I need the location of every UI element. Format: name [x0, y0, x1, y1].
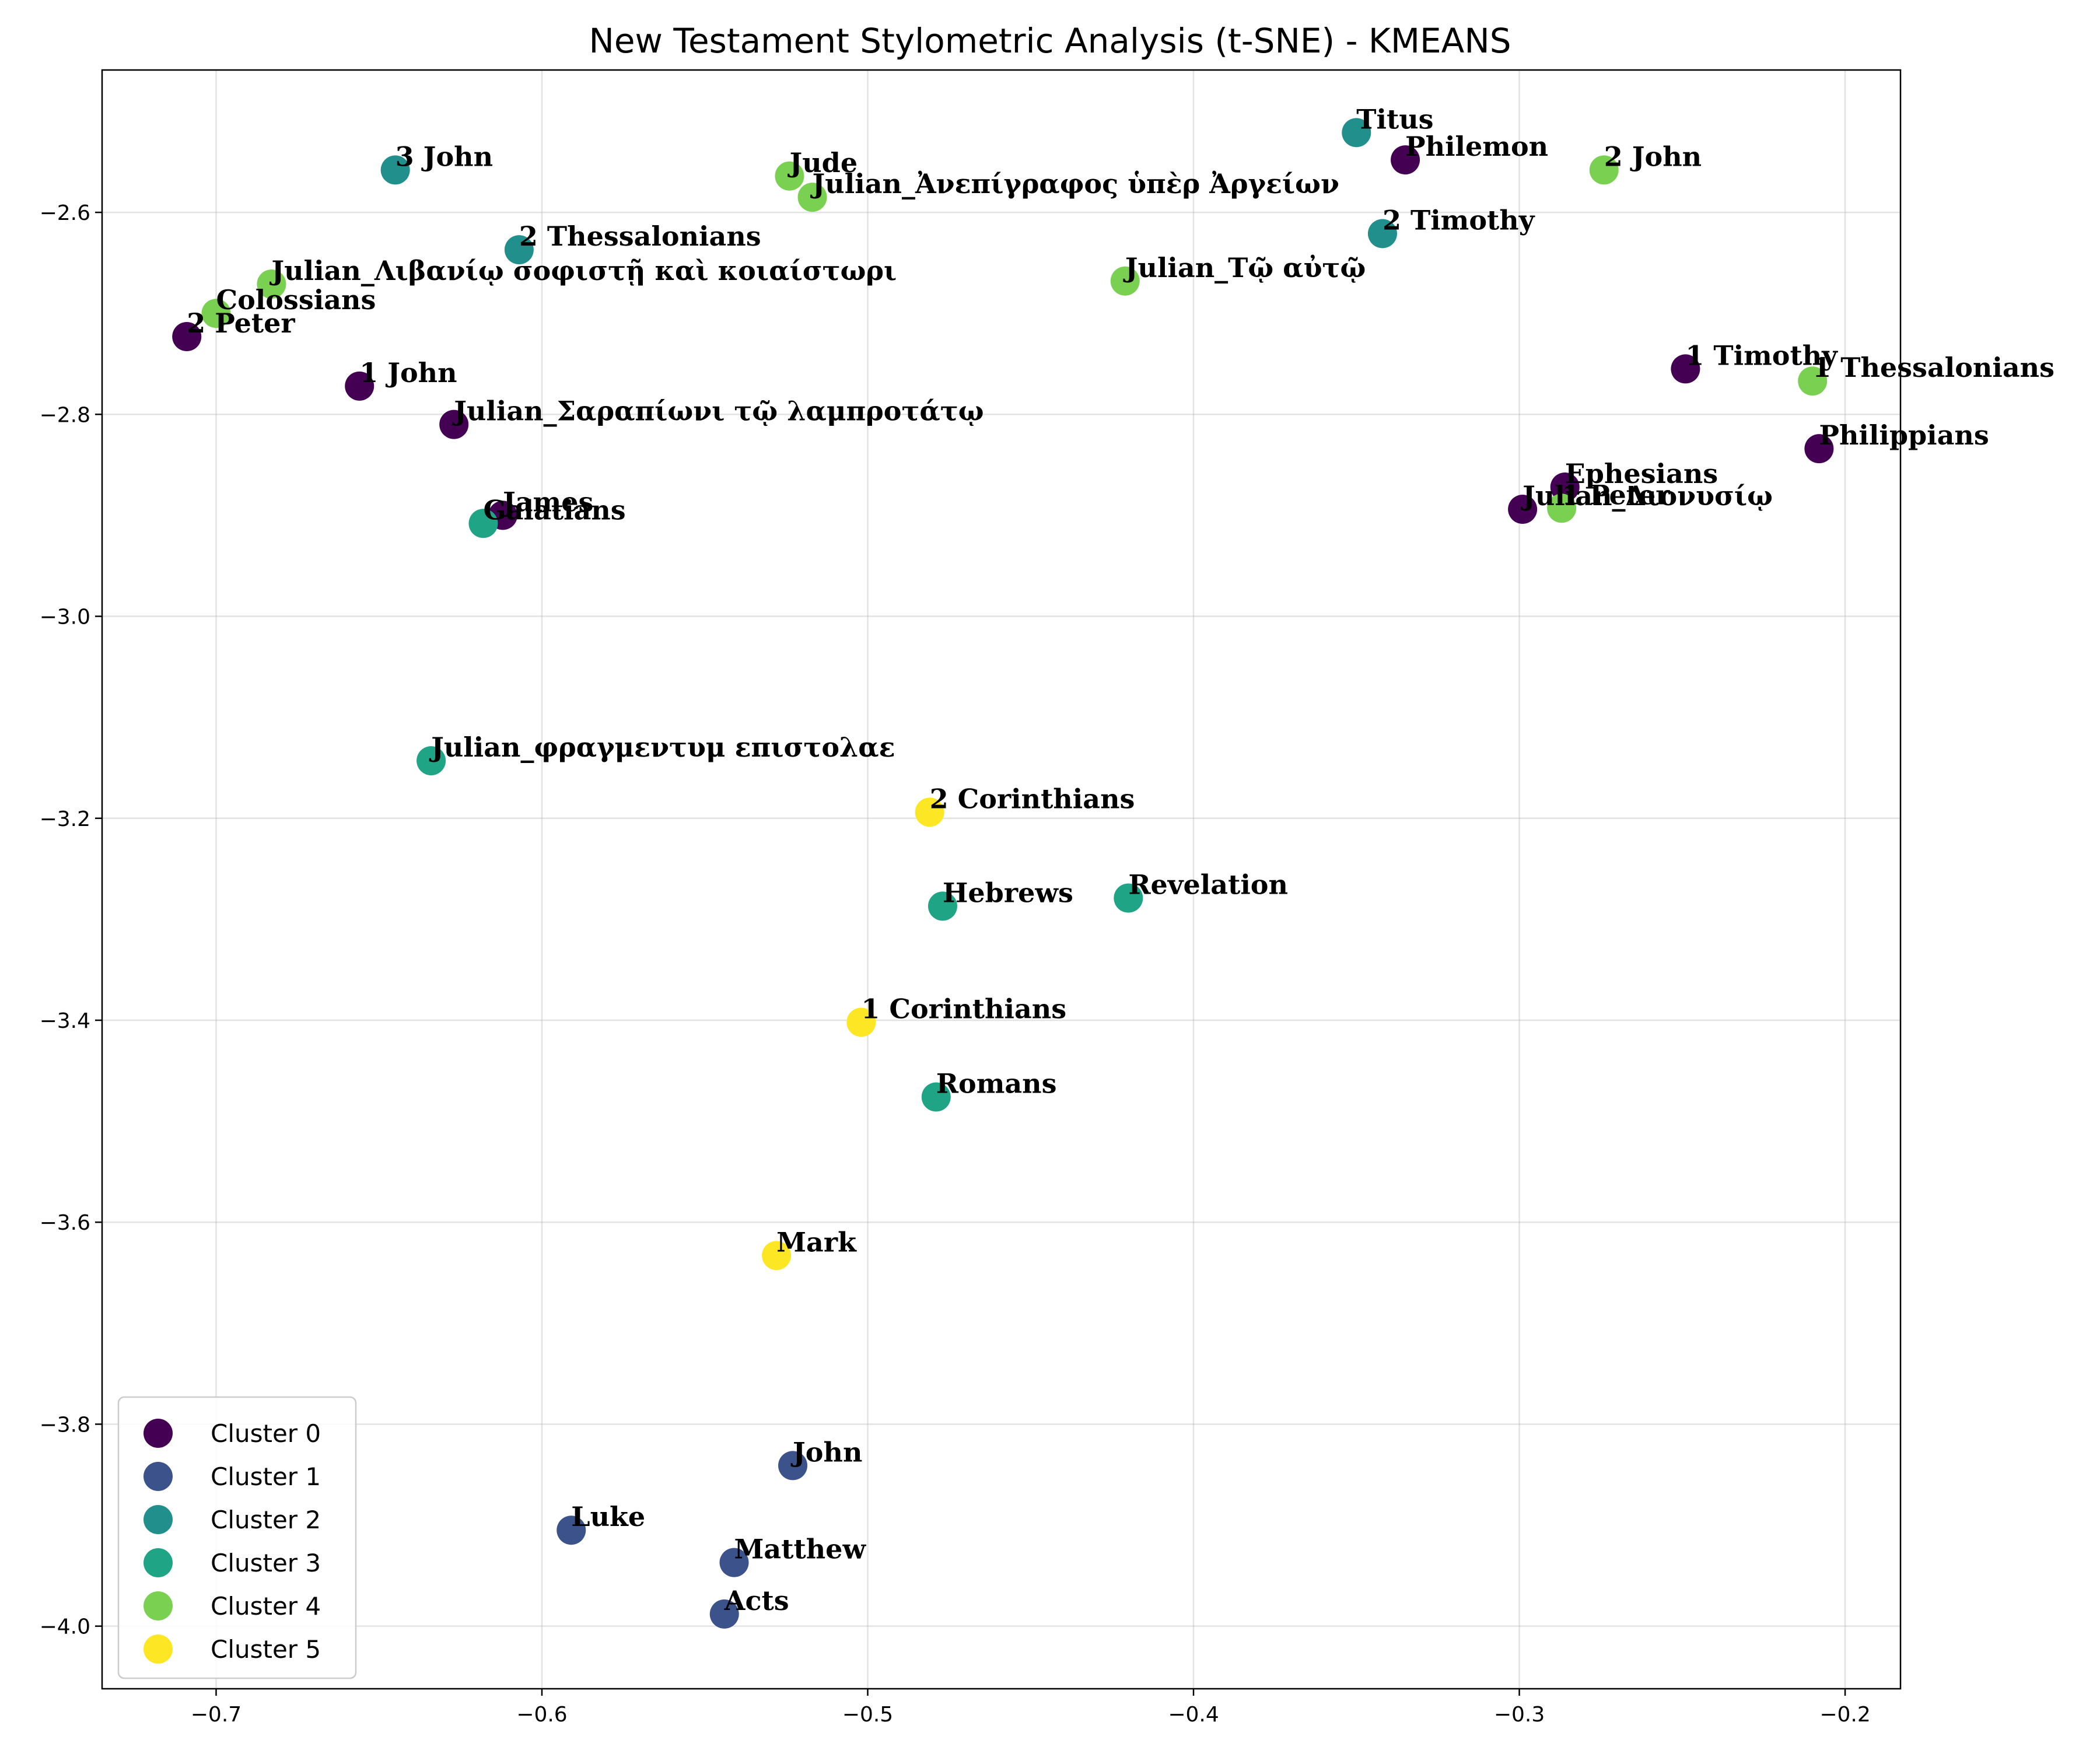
x-tick-label: −0.5 — [842, 1703, 893, 1727]
y-tick-label: −4.0 — [40, 1615, 90, 1639]
point-label: Julian_φραγμεντυμ επιστολαε — [429, 732, 895, 763]
data-point — [345, 371, 374, 401]
data-point — [775, 161, 804, 191]
data-point — [719, 1548, 749, 1577]
point-label: Philemon — [1405, 131, 1548, 162]
point-label: Julian_Διονυσίῳ — [1520, 480, 1773, 512]
data-point — [172, 322, 202, 352]
x-tick-label: −0.2 — [1819, 1703, 1870, 1727]
data-point — [1547, 494, 1577, 523]
point-label: 2 Timothy — [1382, 204, 1535, 236]
point-label: Revelation — [1128, 869, 1288, 901]
point-label: Matthew — [734, 1534, 867, 1565]
x-tick-label: −0.6 — [516, 1703, 567, 1727]
data-point — [709, 1599, 739, 1629]
point-label: 1 Timothy — [1685, 340, 1838, 371]
data-points — [172, 118, 1834, 1629]
data-point — [1508, 495, 1538, 524]
point-label: Ephesians — [1565, 458, 1718, 489]
grid-lines — [102, 70, 1901, 1689]
point-label: Colossians — [216, 284, 376, 316]
y-tick-label: −2.8 — [40, 403, 90, 427]
data-point — [504, 235, 534, 265]
chart-title: New Testament Stylometric Analysis (t-SN… — [589, 21, 1511, 61]
data-point — [762, 1241, 792, 1270]
data-point — [1804, 434, 1834, 464]
legend: Cluster 0 Cluster 1 Cluster 2 Cluster 3 Clus… — [117, 1396, 357, 1679]
point-label: Luke — [571, 1501, 645, 1532]
point-label: Galatians — [483, 494, 625, 526]
data-point — [921, 1082, 951, 1112]
data-point — [1589, 155, 1619, 185]
point-label: Titus — [1356, 103, 1433, 135]
point-label: Hebrews — [943, 877, 1073, 908]
y-tick-label: −3.4 — [40, 1009, 90, 1033]
data-point — [416, 746, 446, 776]
point-label: Philippians — [1819, 419, 1989, 451]
x-tick-label: −0.7 — [191, 1703, 242, 1727]
data-point — [1342, 118, 1371, 148]
point-label: Julian_Τῷ αὐτῷ — [1123, 252, 1366, 284]
point-label: 1 Thessalonians — [1812, 352, 2054, 383]
legend-marker — [144, 1419, 173, 1448]
point-label: 1 Corinthians — [861, 993, 1066, 1024]
point-label: James — [501, 486, 593, 517]
data-point — [1671, 354, 1700, 384]
data-point — [797, 183, 827, 212]
point-label: Mark — [776, 1226, 857, 1258]
point-label: 1 John — [359, 357, 457, 388]
data-point — [201, 299, 231, 328]
point-label: 2 Peter — [187, 307, 295, 339]
y-tick-label: −2.6 — [40, 201, 90, 225]
legend-marker — [144, 1462, 173, 1491]
legend-label: Cluster 3 — [211, 1549, 321, 1577]
plot-frame — [101, 69, 1902, 1690]
x-tick-label: −0.4 — [1168, 1703, 1219, 1727]
data-point — [778, 1451, 808, 1480]
point-label: Romans — [936, 1068, 1057, 1100]
point-label: Julian_Ἀνεπίγραφος ὑπὲρ Ἀργείων — [810, 168, 1339, 200]
legend-marker — [144, 1634, 173, 1664]
legend-marker — [144, 1591, 173, 1620]
x-tick-label: −0.3 — [1494, 1703, 1545, 1727]
legend-label: Cluster 5 — [211, 1635, 321, 1664]
point-label: John — [790, 1436, 862, 1468]
legend-label: Cluster 0 — [211, 1419, 321, 1448]
data-point — [1110, 266, 1140, 296]
legend-label: Cluster 4 — [211, 1592, 321, 1620]
point-label: 2 Thessalonians — [519, 220, 761, 252]
data-point — [556, 1516, 586, 1545]
data-point — [1367, 219, 1397, 249]
axes: −0.7 −0.6 −0.5 −0.4 −0.3 −0.2 −4.0 −3.8 −3.6 −3.4… — [40, 201, 1871, 1727]
data-point — [468, 509, 498, 538]
point-labels: Philemon 2 Peter 1 John Julian_Σαραπίωνι τῷ… — [187, 103, 2054, 1616]
point-label: Jude — [787, 147, 858, 178]
data-point — [846, 1007, 876, 1037]
data-point — [915, 797, 944, 827]
point-label: 2 John — [1604, 141, 1702, 172]
y-tick-label: −3.2 — [40, 807, 90, 831]
legend-marker — [144, 1548, 173, 1577]
point-label: 3 John — [396, 141, 493, 172]
point-label: Julian_Λιβανίῳ σοφιστῇ καὶ κοιαίστωρι — [269, 255, 897, 287]
legend-marker — [144, 1505, 173, 1534]
data-point — [1798, 366, 1828, 396]
point-label: 2 Corinthians — [930, 783, 1135, 814]
legend-label: Cluster 2 — [211, 1506, 321, 1534]
point-label: 1 Peter — [1562, 479, 1670, 510]
data-point — [1391, 145, 1420, 175]
y-tick-label: −3.0 — [40, 606, 90, 629]
legend-label: Cluster 1 — [211, 1462, 321, 1491]
point-label: Acts — [724, 1585, 789, 1616]
data-point — [439, 410, 469, 439]
data-point — [257, 269, 286, 299]
point-label: Julian_Σαραπίωνι τῷ λαμπροτάτῳ — [452, 396, 984, 427]
legend-box — [117, 1396, 357, 1679]
y-tick-label: −3.8 — [40, 1413, 90, 1437]
y-tick-label: −3.6 — [40, 1211, 90, 1235]
data-point — [928, 891, 957, 921]
data-point — [380, 155, 410, 185]
data-point — [1114, 883, 1143, 913]
